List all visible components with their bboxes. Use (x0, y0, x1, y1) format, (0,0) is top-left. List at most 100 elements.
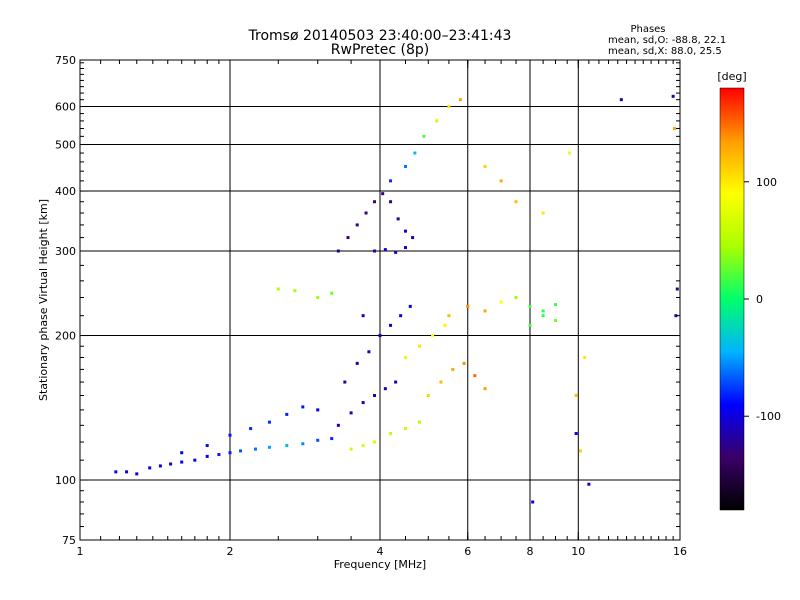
data-point (355, 361, 359, 365)
phases-line-x: mean, sd,X: 88.0, 25.5 (608, 46, 722, 57)
data-point (114, 470, 118, 474)
data-point (394, 250, 398, 254)
data-point (541, 309, 545, 313)
chart-subtitle: RwPretec (8p) (331, 42, 429, 58)
colorbar-tick-label: -100 (756, 410, 781, 423)
data-point (158, 464, 162, 468)
data-point (458, 98, 462, 102)
data-point (267, 420, 271, 424)
data-point (403, 164, 407, 168)
colorbar-ticks: 100 0 -100 (744, 176, 781, 423)
data-point (567, 151, 571, 155)
data-point (228, 433, 232, 437)
colorbar (719, 87, 745, 511)
data-point (276, 287, 280, 291)
data-point (336, 249, 340, 253)
x-tick-label: 6 (464, 545, 471, 558)
colorbar-tick-label: 0 (756, 293, 763, 306)
data-point (389, 323, 393, 327)
data-point (403, 355, 407, 359)
data-point (574, 432, 578, 436)
data-point (483, 387, 487, 391)
data-point (541, 211, 545, 215)
data-point (462, 361, 466, 365)
data-point (528, 304, 532, 308)
data-point (583, 355, 587, 359)
data-point (378, 334, 382, 338)
data-point (169, 462, 173, 466)
data-point (135, 472, 139, 476)
data-point (403, 246, 407, 250)
data-point (399, 314, 403, 318)
data-point (403, 427, 407, 431)
y-tick-label: 750 (55, 54, 76, 67)
y-tick-label: 500 (55, 139, 76, 152)
y-axis-label: Stationary phase Virtual Height [km] (37, 199, 50, 401)
data-point (417, 344, 421, 348)
data-point (249, 427, 253, 431)
y-tick-label: 400 (55, 185, 76, 198)
x-tick-label: 10 (571, 545, 585, 558)
data-point (417, 420, 421, 424)
data-point (343, 380, 347, 384)
data-point (180, 460, 184, 464)
data-points (114, 94, 679, 504)
data-point (422, 134, 426, 138)
data-point (403, 229, 407, 233)
y-tick-label: 200 (55, 330, 76, 343)
data-point (411, 236, 415, 240)
data-point (431, 334, 435, 338)
data-point (483, 309, 487, 313)
x-axis-label: Frequency [MHz] (334, 558, 426, 571)
x-tick-label: 8 (527, 545, 534, 558)
data-point (316, 408, 320, 412)
data-point (373, 440, 377, 444)
data-point (553, 318, 557, 322)
x-tick-label: 2 (227, 545, 234, 558)
data-point (217, 453, 221, 457)
y-tick-label: 300 (55, 245, 76, 258)
data-point (466, 304, 470, 308)
data-point (373, 249, 377, 253)
data-point (619, 98, 623, 102)
data-point (285, 412, 289, 416)
data-point (381, 192, 385, 196)
data-point (330, 291, 334, 295)
data-point (483, 164, 487, 168)
data-point (367, 350, 371, 354)
data-point (148, 466, 152, 470)
data-point (361, 444, 365, 448)
data-point (361, 314, 365, 318)
data-point (349, 447, 353, 451)
data-point (293, 289, 297, 293)
data-point (383, 387, 387, 391)
data-point (443, 323, 447, 327)
data-point (499, 300, 503, 304)
data-point (193, 458, 197, 462)
data-point (451, 367, 455, 371)
data-point (180, 451, 184, 455)
data-point (396, 217, 400, 221)
chart-title: Tromsø 20140503 23:40:00–23:41:43 (248, 28, 512, 44)
data-point (574, 394, 578, 398)
data-point (301, 442, 305, 446)
data-point (514, 296, 518, 300)
data-point (389, 432, 393, 436)
data-point (267, 445, 271, 449)
data-point (674, 314, 678, 318)
data-point (675, 287, 679, 291)
phases-line-o: mean, sd,O: -88.8, 22.1 (608, 35, 726, 46)
colorbar-tick-label: 100 (756, 176, 777, 189)
data-point (346, 236, 350, 240)
data-point (499, 179, 503, 183)
data-point (439, 380, 443, 384)
data-point (541, 314, 545, 318)
data-point (447, 314, 451, 318)
data-point (673, 126, 677, 130)
data-point (531, 500, 535, 504)
data-point (413, 151, 417, 155)
data-point (435, 119, 439, 123)
data-point (394, 380, 398, 384)
colorbar-label: [deg] (717, 70, 746, 83)
data-point (671, 94, 675, 98)
